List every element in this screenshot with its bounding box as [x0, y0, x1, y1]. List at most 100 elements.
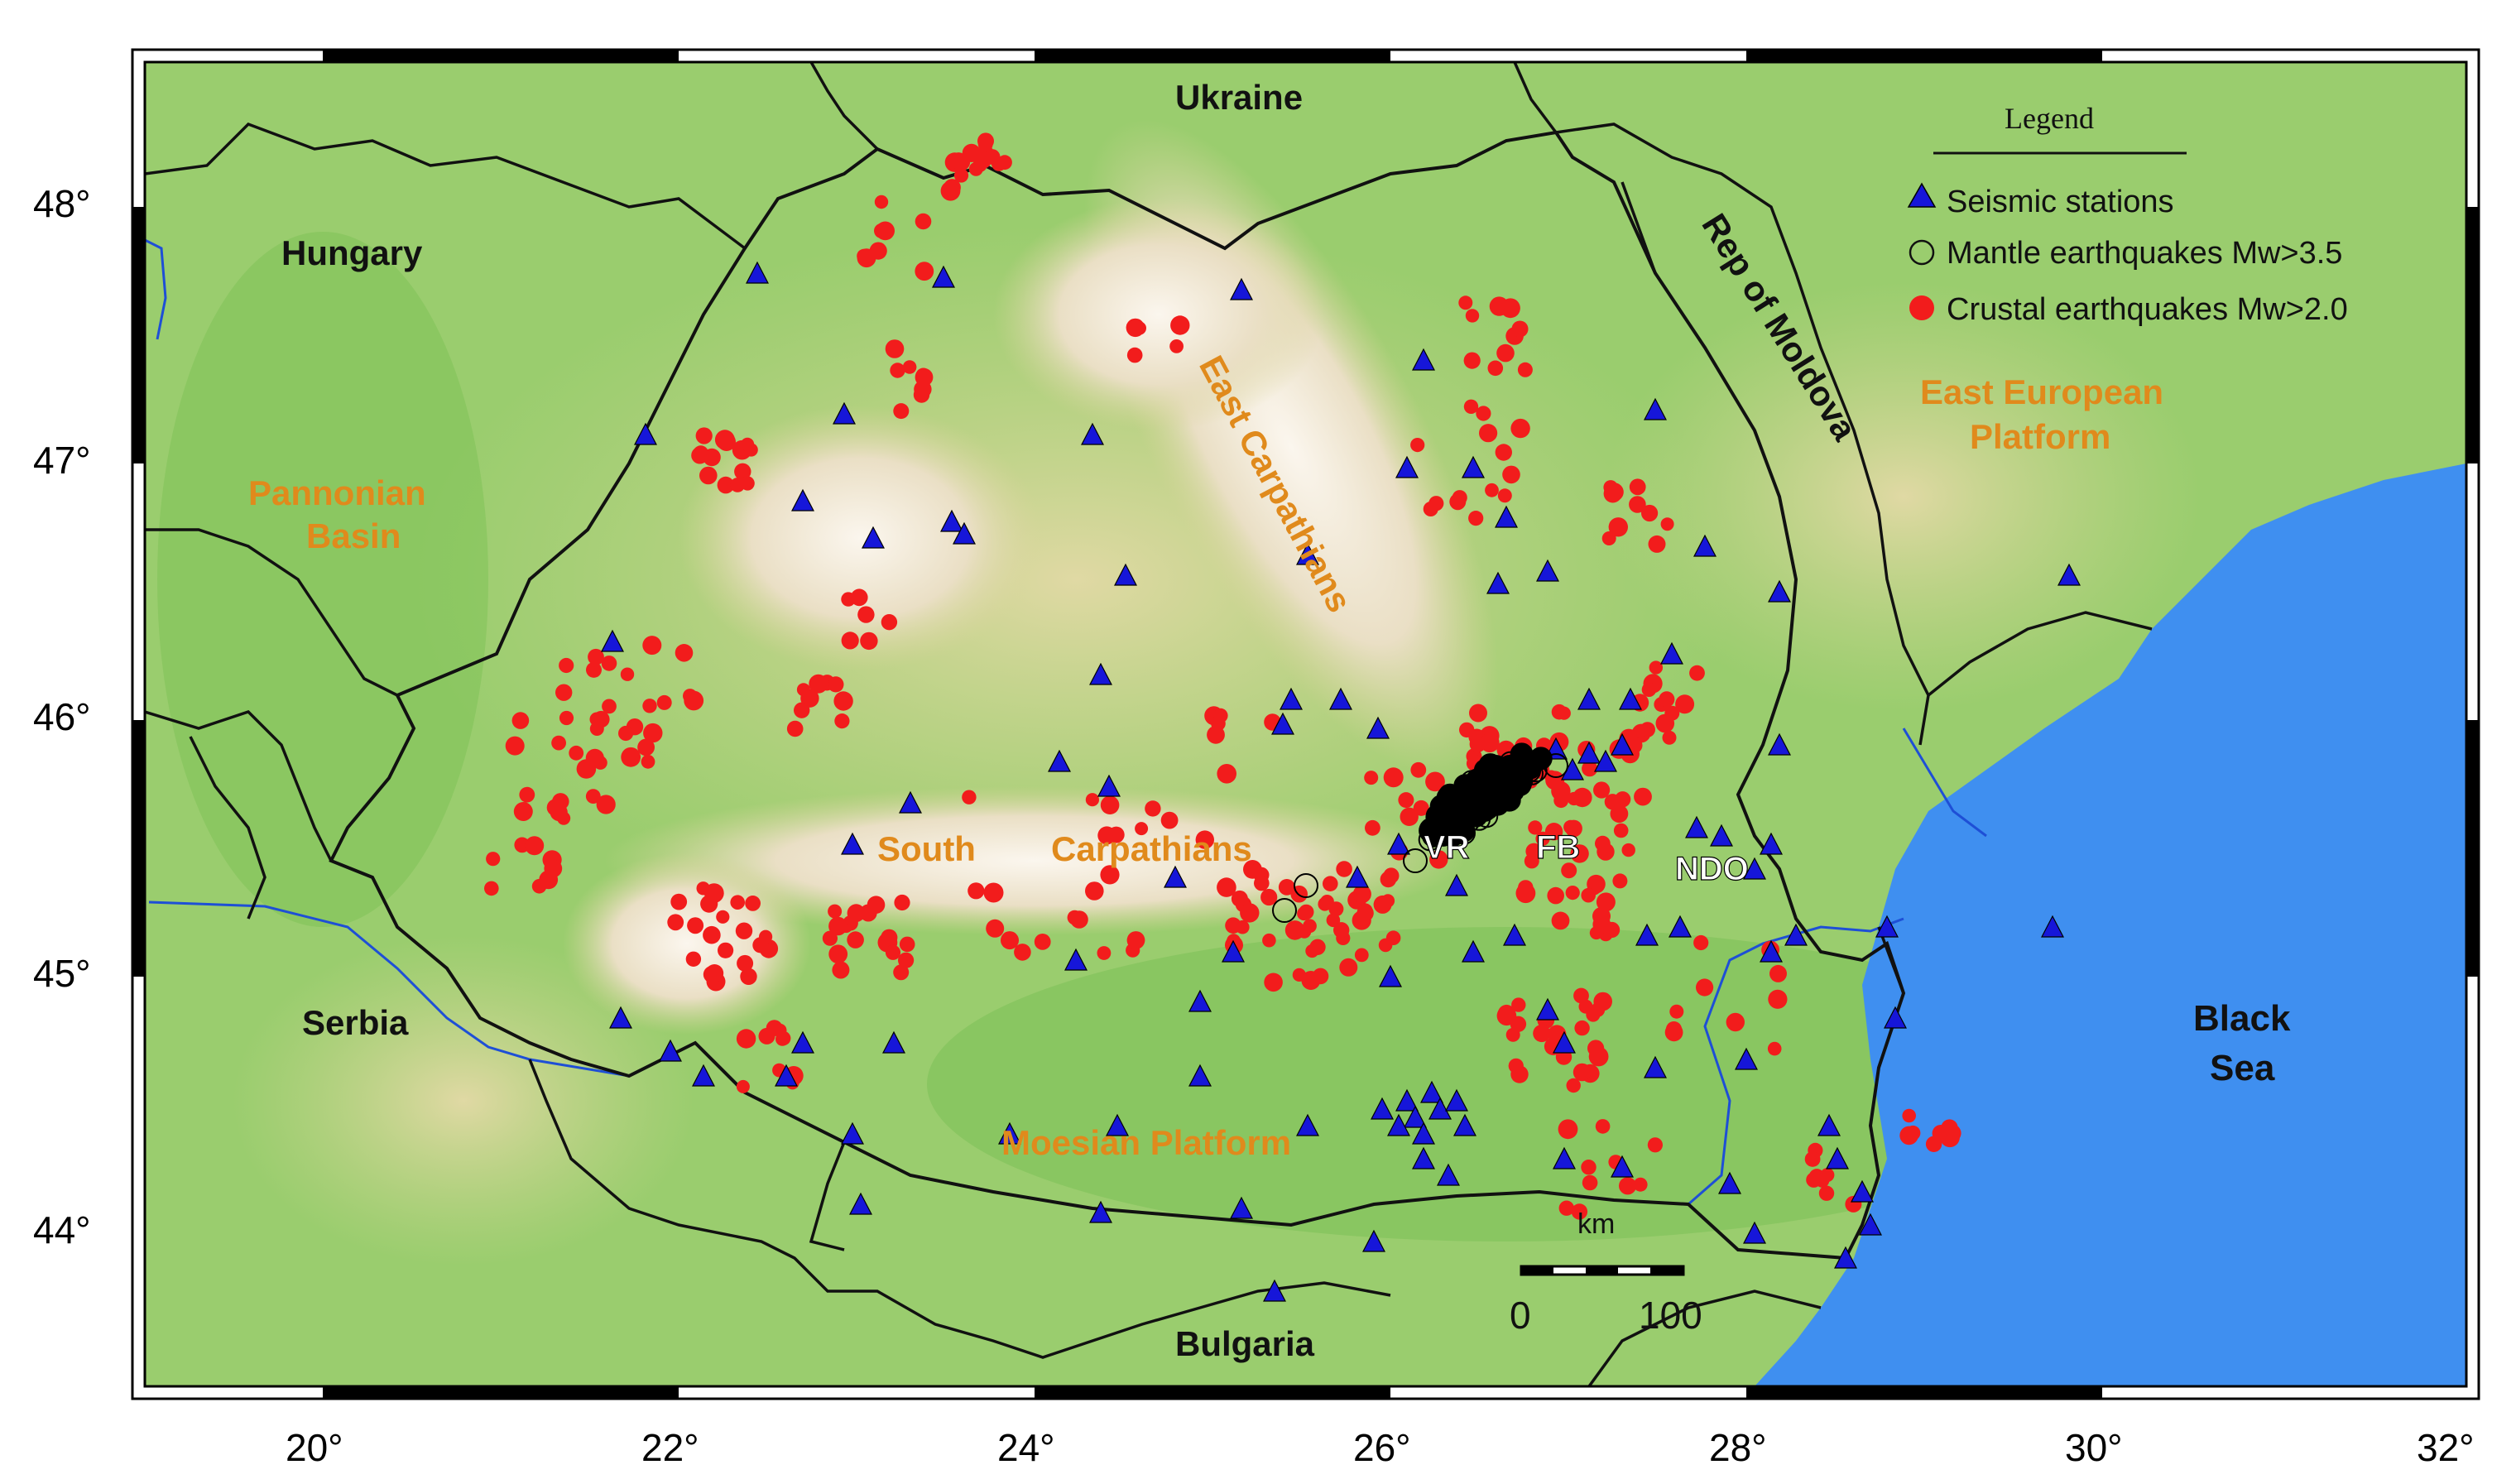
crustal-earthquake-marker — [1262, 933, 1276, 948]
seismic-station-marker — [1371, 1097, 1394, 1120]
crustal-earthquake-marker — [1558, 1119, 1578, 1140]
crustal-earthquake-marker — [1610, 804, 1629, 824]
crustal-earthquake-marker — [670, 893, 688, 910]
crustal-earthquake-marker — [1248, 864, 1262, 878]
crustal-earthquake-marker — [809, 674, 828, 694]
crustal-earthquake-marker — [1320, 895, 1334, 909]
crustal-earthquake-marker — [841, 632, 859, 650]
seismic-station-marker — [1106, 1113, 1129, 1136]
scale-seg — [1650, 1266, 1683, 1275]
crustal-earthquake-marker — [621, 747, 641, 767]
crustal-earthquake-marker — [1100, 865, 1120, 885]
crustal-earthquake-marker — [893, 964, 910, 981]
crustal-earthquake-marker — [1502, 465, 1520, 484]
mantle-earthquake-marker — [1452, 821, 1476, 845]
river — [1902, 728, 1987, 838]
crustal-earthquake-marker — [736, 1079, 750, 1093]
crustal-earthquake-marker — [740, 968, 757, 986]
crustal-earthquake-marker — [1323, 876, 1338, 891]
crustal-earthquake-marker — [1515, 883, 1536, 904]
crustal-earthquake-marker — [1641, 504, 1659, 522]
crustal-earthquake-marker — [1533, 1024, 1551, 1043]
crustal-earthquake-marker — [1429, 850, 1448, 869]
crustal-earthquake-marker — [675, 644, 694, 662]
crustal-earthquake-marker — [850, 588, 868, 607]
crustal-earthquake-marker — [1292, 968, 1306, 982]
seismic-station-marker — [862, 526, 885, 549]
seismic-station-marker — [1851, 1179, 1874, 1203]
crustal-earthquake-marker — [1336, 861, 1352, 877]
topo-mountain — [679, 406, 1043, 670]
crustal-earthquake-marker — [1551, 704, 1568, 720]
seismic-station-marker — [841, 1121, 864, 1145]
black-sea — [1755, 463, 2466, 1386]
seismic-station-marker — [1768, 579, 1791, 603]
seismic-station-marker — [1594, 749, 1617, 772]
crustal-earthquake-marker — [1463, 352, 1481, 369]
crustal-earthquake-marker — [656, 694, 672, 710]
crustal-earthquake-marker — [857, 248, 876, 268]
crustal-earthquake-marker — [551, 735, 566, 751]
crustal-earthquake-marker — [716, 910, 730, 924]
crustal-earthquake-marker — [589, 722, 604, 736]
map-panel: Ukraine Hungary Serbia Bulgaria Rep of M… — [145, 62, 2466, 1386]
crustal-earthquake-marker — [1365, 819, 1380, 836]
x-tick-label: 28° — [1709, 1426, 1767, 1469]
crustal-earthquake-marker — [1582, 1174, 1598, 1191]
crustal-earthquake-marker — [691, 446, 708, 464]
seismic-station-marker — [841, 832, 864, 855]
label-pannonian: Pannonian — [248, 473, 426, 512]
crustal-earthquake-marker — [914, 380, 932, 398]
crustal-earthquake-marker — [1669, 1004, 1684, 1019]
seismic-station-marker — [1188, 1064, 1212, 1087]
seismic-station-marker — [998, 1121, 1021, 1145]
crustal-earthquake-marker — [1608, 517, 1629, 537]
crustal-earthquake-marker — [1612, 873, 1628, 889]
crustal-earthquake-marker — [796, 683, 810, 697]
crustal-earthquake-marker — [1085, 881, 1104, 900]
seismic-station-marker — [1437, 1163, 1460, 1186]
crustal-earthquake-marker — [586, 661, 602, 678]
crustal-earthquake-marker — [1648, 535, 1666, 553]
crustal-earthquake-marker — [1107, 826, 1125, 843]
crustal-earthquake-marker — [519, 786, 535, 803]
crustal-earthquake-marker — [1675, 694, 1695, 714]
crustal-earthquake-marker — [641, 754, 655, 769]
seismic-station-marker — [1329, 687, 1352, 710]
crustal-earthquake-marker — [1525, 843, 1543, 860]
crustal-earthquake-marker — [1629, 496, 1646, 513]
seismic-station-marker — [1296, 542, 1319, 565]
crustal-earthquake-marker — [559, 710, 574, 726]
crustal-earthquake-marker — [1195, 830, 1215, 849]
crustal-earthquake-marker — [588, 648, 604, 665]
crustal-earthquake-marker — [893, 403, 910, 420]
seismic-station-marker — [1669, 915, 1692, 938]
river — [145, 238, 167, 340]
seismic-station-marker — [791, 1030, 814, 1054]
crustal-earthquake-marker — [1458, 295, 1473, 310]
crustal-earthquake-marker — [915, 367, 932, 384]
label-hungary: Hungary — [281, 233, 423, 272]
topo-mountain — [993, 199, 1324, 430]
seismic-station-marker — [1445, 1088, 1468, 1112]
seismic-station-marker — [833, 401, 856, 425]
crustal-earthquake-marker — [833, 691, 853, 711]
mantle-earthquakes — [1272, 742, 1568, 923]
crustal-earthquake-marker — [1563, 819, 1578, 834]
seismic-station-marker — [899, 790, 922, 814]
crustal-earthquake-marker — [1508, 1058, 1524, 1073]
crustal-earthquake-marker — [602, 699, 617, 714]
seismic-station-marker — [1387, 832, 1410, 855]
y-tick-label: 47° — [33, 439, 91, 482]
crustal-earthquake-marker — [1231, 890, 1248, 907]
crustal-earthquake-marker — [881, 614, 898, 631]
seismic-station-marker — [1710, 824, 1733, 847]
crustal-earthquake-marker — [1497, 488, 1512, 503]
y-tick-label: 48° — [33, 182, 91, 225]
seismic-station-marker — [1453, 1113, 1476, 1136]
crustal-earthquake-marker — [734, 463, 751, 480]
seismic-station-marker — [1271, 712, 1294, 735]
crustal-earthquake-marker — [1465, 309, 1480, 323]
seismic-station-marker — [1462, 455, 1485, 478]
seismic-station-marker — [1859, 1213, 1882, 1236]
